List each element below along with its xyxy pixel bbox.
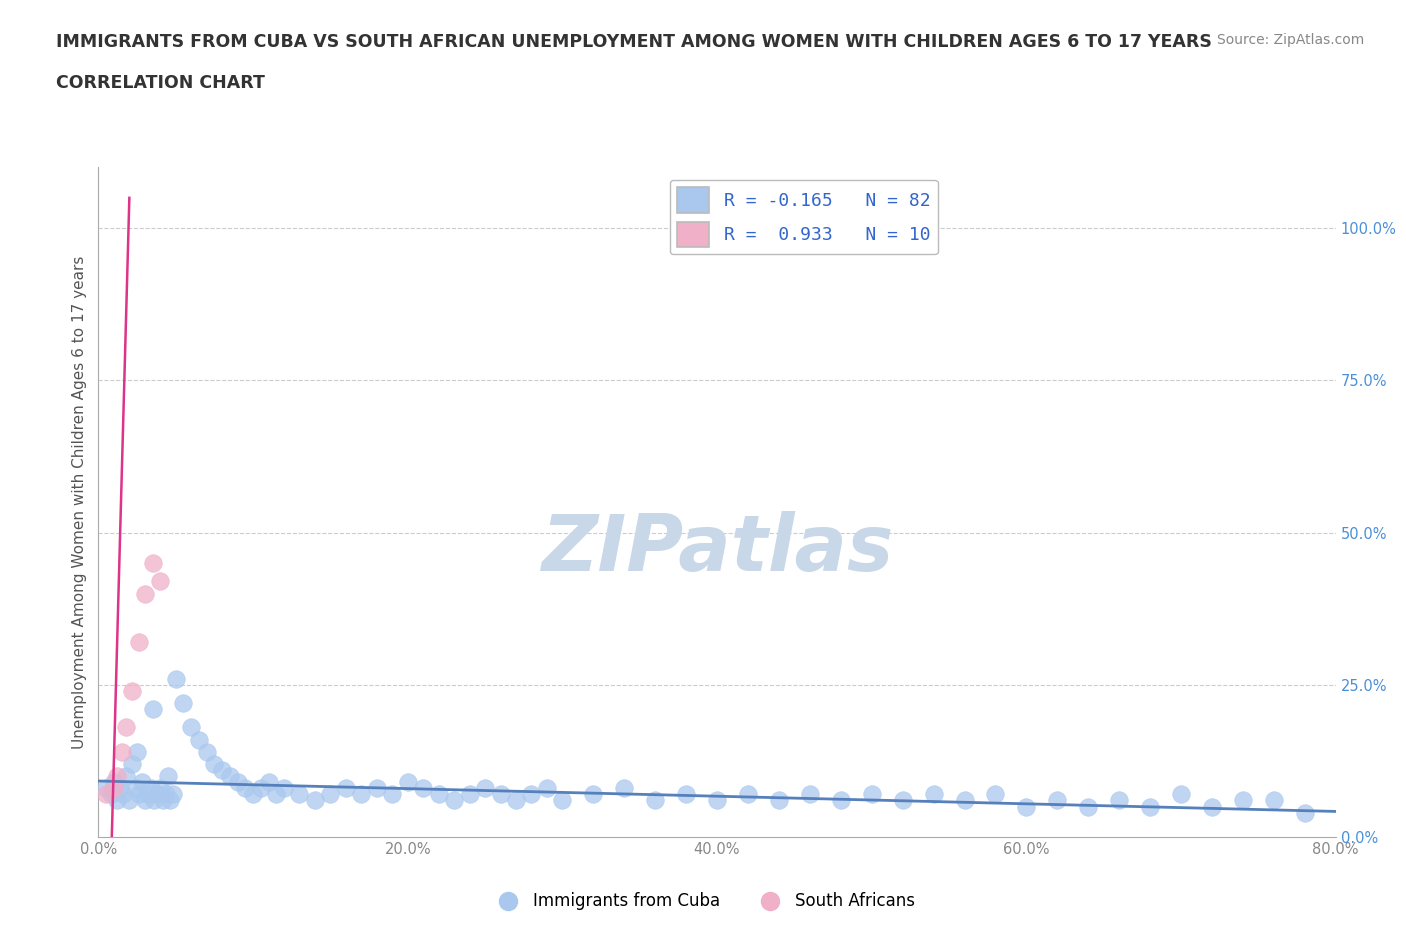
Immigrants from Cuba: [474, 781, 496, 796]
Immigrants from Cuba: [112, 787, 135, 802]
Immigrants from Cuba: [226, 775, 249, 790]
Immigrants from Cuba: [366, 781, 388, 796]
Immigrants from Cuba: [131, 775, 153, 790]
Immigrants from Cuba: [505, 793, 527, 808]
Immigrants from Cuba: [143, 793, 166, 808]
South Africans: [103, 781, 125, 796]
Immigrants from Cuba: [242, 787, 264, 802]
Immigrants from Cuba: [953, 793, 976, 808]
Immigrants from Cuba: [768, 793, 790, 808]
South Africans: [96, 787, 118, 802]
Immigrants from Cuba: [139, 781, 162, 796]
South Africans: [121, 684, 143, 698]
Text: Source: ZipAtlas.com: Source: ZipAtlas.com: [1216, 33, 1364, 46]
Immigrants from Cuba: [233, 781, 257, 796]
Immigrants from Cuba: [335, 781, 357, 796]
Immigrants from Cuba: [136, 787, 159, 802]
South Africans: [134, 586, 156, 601]
Immigrants from Cuba: [250, 781, 273, 796]
Immigrants from Cuba: [105, 793, 128, 808]
Immigrants from Cuba: [830, 793, 852, 808]
Immigrants from Cuba: [96, 781, 118, 796]
Immigrants from Cuba: [115, 769, 138, 784]
Immigrants from Cuba: [319, 787, 342, 802]
Immigrants from Cuba: [157, 769, 180, 784]
Immigrants from Cuba: [427, 787, 450, 802]
South Africans: [128, 635, 150, 650]
Immigrants from Cuba: [520, 787, 543, 802]
Immigrants from Cuba: [984, 787, 1007, 802]
Immigrants from Cuba: [489, 787, 512, 802]
Immigrants from Cuba: [124, 781, 146, 796]
Immigrants from Cuba: [412, 781, 434, 796]
Immigrants from Cuba: [273, 781, 295, 796]
Immigrants from Cuba: [458, 787, 481, 802]
Immigrants from Cuba: [204, 756, 226, 771]
Immigrants from Cuba: [195, 744, 218, 759]
Immigrants from Cuba: [172, 696, 194, 711]
Immigrants from Cuba: [443, 793, 465, 808]
Immigrants from Cuba: [128, 787, 150, 802]
Immigrants from Cuba: [922, 787, 945, 802]
Immigrants from Cuba: [159, 793, 181, 808]
Immigrants from Cuba: [155, 787, 177, 802]
South Africans: [105, 769, 128, 784]
Immigrants from Cuba: [675, 787, 697, 802]
Legend: R = -0.165   N = 82, R =  0.933   N = 10: R = -0.165 N = 82, R = 0.933 N = 10: [669, 179, 938, 254]
Immigrants from Cuba: [162, 787, 184, 802]
Immigrants from Cuba: [180, 720, 202, 735]
Immigrants from Cuba: [103, 775, 125, 790]
Legend: Immigrants from Cuba, South Africans: Immigrants from Cuba, South Africans: [485, 885, 921, 917]
Immigrants from Cuba: [613, 781, 636, 796]
Immigrants from Cuba: [304, 793, 326, 808]
Immigrants from Cuba: [799, 787, 821, 802]
Immigrants from Cuba: [1077, 799, 1099, 814]
South Africans: [111, 744, 132, 759]
Y-axis label: Unemployment Among Women with Children Ages 6 to 17 years: Unemployment Among Women with Children A…: [72, 256, 87, 749]
Immigrants from Cuba: [146, 787, 169, 802]
Immigrants from Cuba: [737, 787, 759, 802]
Immigrants from Cuba: [706, 793, 728, 808]
Immigrants from Cuba: [100, 787, 122, 802]
Immigrants from Cuba: [551, 793, 574, 808]
Immigrants from Cuba: [381, 787, 404, 802]
Immigrants from Cuba: [257, 775, 280, 790]
Immigrants from Cuba: [860, 787, 883, 802]
Text: CORRELATION CHART: CORRELATION CHART: [56, 74, 266, 92]
Immigrants from Cuba: [149, 781, 172, 796]
Immigrants from Cuba: [108, 781, 131, 796]
Immigrants from Cuba: [211, 763, 233, 777]
Immigrants from Cuba: [1201, 799, 1223, 814]
Immigrants from Cuba: [152, 793, 174, 808]
Text: ZIPatlas: ZIPatlas: [541, 512, 893, 587]
Immigrants from Cuba: [127, 744, 149, 759]
Immigrants from Cuba: [644, 793, 666, 808]
Immigrants from Cuba: [1108, 793, 1130, 808]
Immigrants from Cuba: [1015, 799, 1038, 814]
Immigrants from Cuba: [219, 769, 242, 784]
Immigrants from Cuba: [188, 732, 211, 747]
Immigrants from Cuba: [165, 671, 187, 686]
Immigrants from Cuba: [141, 702, 165, 717]
Immigrants from Cuba: [1263, 793, 1285, 808]
Immigrants from Cuba: [1232, 793, 1254, 808]
Immigrants from Cuba: [288, 787, 311, 802]
Text: IMMIGRANTS FROM CUBA VS SOUTH AFRICAN UNEMPLOYMENT AMONG WOMEN WITH CHILDREN AGE: IMMIGRANTS FROM CUBA VS SOUTH AFRICAN UN…: [56, 33, 1212, 50]
Immigrants from Cuba: [396, 775, 419, 790]
South Africans: [115, 720, 138, 735]
Immigrants from Cuba: [121, 756, 143, 771]
South Africans: [141, 555, 165, 570]
Immigrants from Cuba: [134, 793, 156, 808]
Immigrants from Cuba: [582, 787, 605, 802]
Immigrants from Cuba: [264, 787, 288, 802]
Immigrants from Cuba: [891, 793, 914, 808]
Immigrants from Cuba: [1046, 793, 1069, 808]
Immigrants from Cuba: [1139, 799, 1161, 814]
South Africans: [149, 574, 172, 589]
Immigrants from Cuba: [350, 787, 373, 802]
Immigrants from Cuba: [118, 793, 141, 808]
Immigrants from Cuba: [1294, 805, 1316, 820]
Immigrants from Cuba: [536, 781, 558, 796]
Immigrants from Cuba: [1170, 787, 1192, 802]
